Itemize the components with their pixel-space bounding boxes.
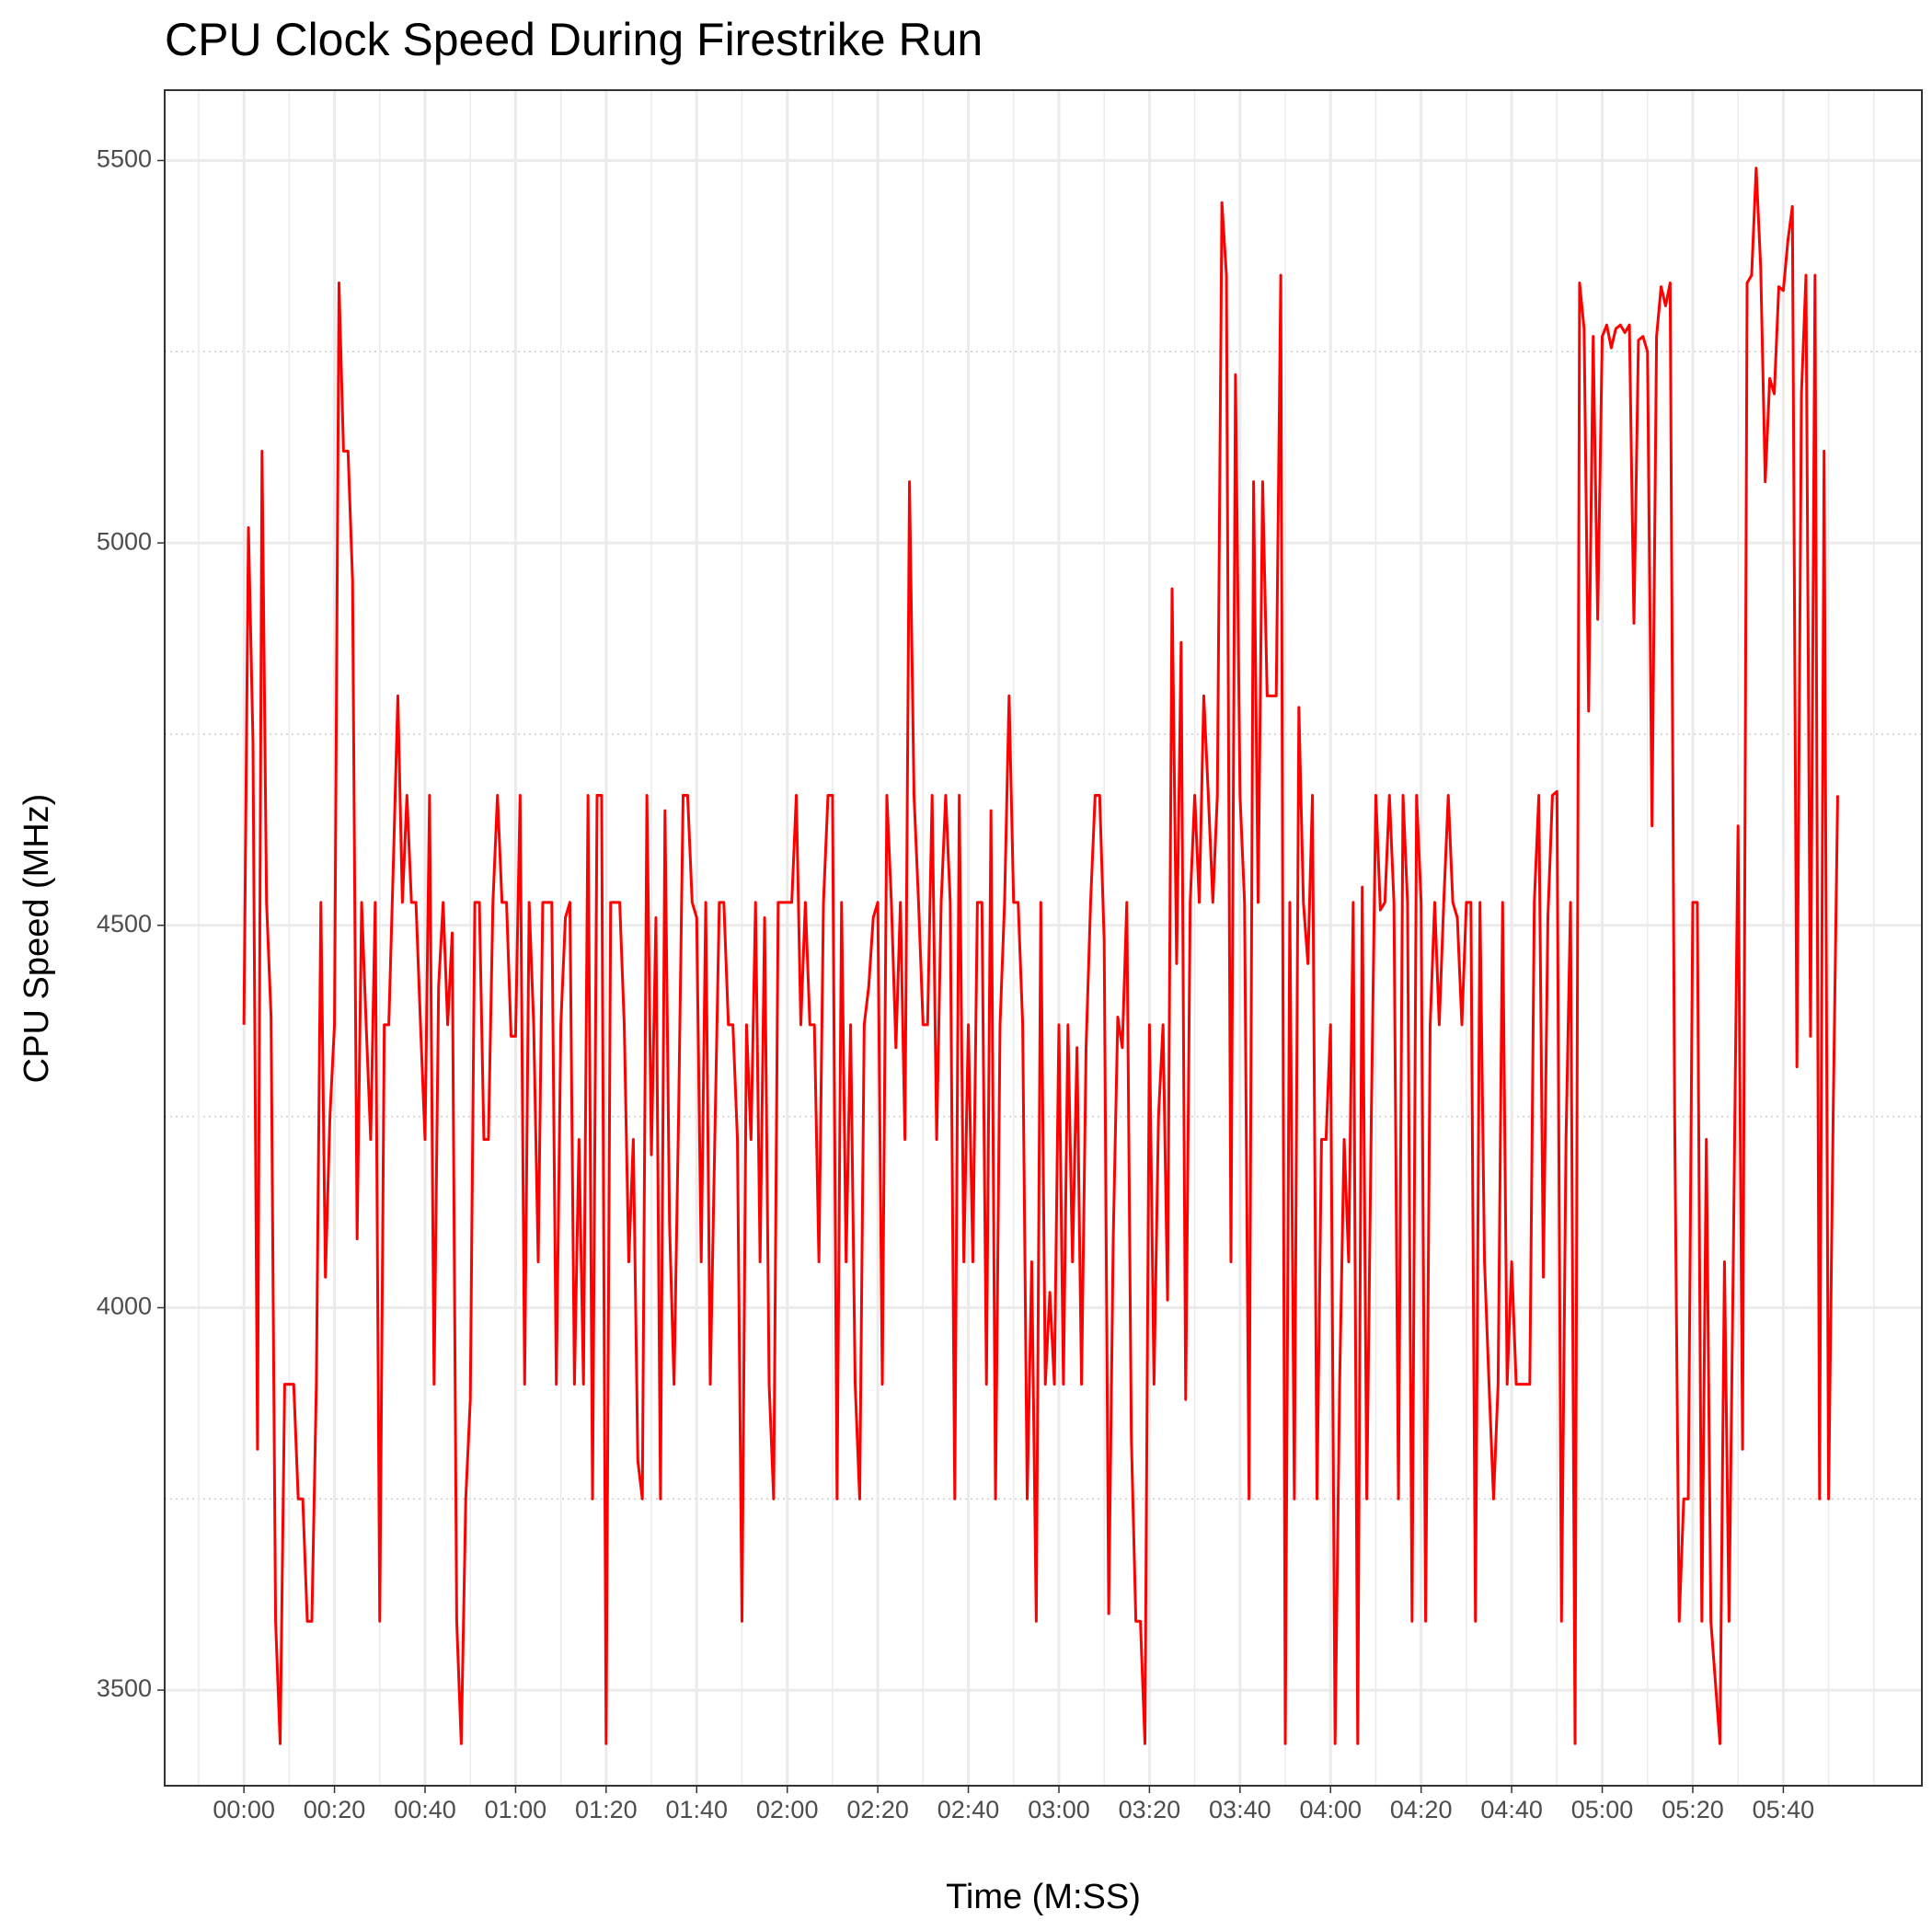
y-tick-label: 5000 <box>97 527 152 555</box>
y-axis-title: CPU Speed (MHz) <box>17 794 56 1084</box>
x-tick-label: 04:40 <box>1480 1796 1543 1823</box>
x-tick-label: 03:00 <box>1028 1796 1090 1823</box>
x-tick-label: 00:00 <box>213 1796 275 1823</box>
x-axis-title: Time (M:SS) <box>946 1878 1141 1916</box>
x-tick-label: 01:40 <box>665 1796 728 1823</box>
plot-border <box>164 89 1923 1787</box>
x-tick-label: 05:40 <box>1753 1796 1815 1823</box>
x-tick-label: 00:20 <box>304 1796 366 1823</box>
x-tick-label: 03:20 <box>1119 1796 1181 1823</box>
x-tick-label: 01:00 <box>485 1796 547 1823</box>
x-tick-label: 03:40 <box>1209 1796 1271 1823</box>
x-tick-label: 02:40 <box>937 1796 1000 1823</box>
x-tick-label: 02:20 <box>846 1796 909 1823</box>
y-tick-label: 5500 <box>97 145 152 173</box>
x-tick-label: 01:20 <box>575 1796 638 1823</box>
x-tick-label: 04:00 <box>1299 1796 1362 1823</box>
y-tick-label: 4000 <box>97 1293 152 1320</box>
y-tick-label: 4500 <box>97 910 152 937</box>
x-tick-label: 05:00 <box>1571 1796 1634 1823</box>
data-line <box>242 167 1839 1745</box>
x-tick-label: 04:20 <box>1390 1796 1453 1823</box>
chart-title: CPU Clock Speed During Firestrike Run <box>165 14 983 65</box>
x-tick-label: 00:40 <box>394 1796 456 1823</box>
x-tick-label: 02:00 <box>756 1796 819 1823</box>
x-tick-label: 05:20 <box>1662 1796 1724 1823</box>
y-tick-label: 3500 <box>97 1674 152 1702</box>
